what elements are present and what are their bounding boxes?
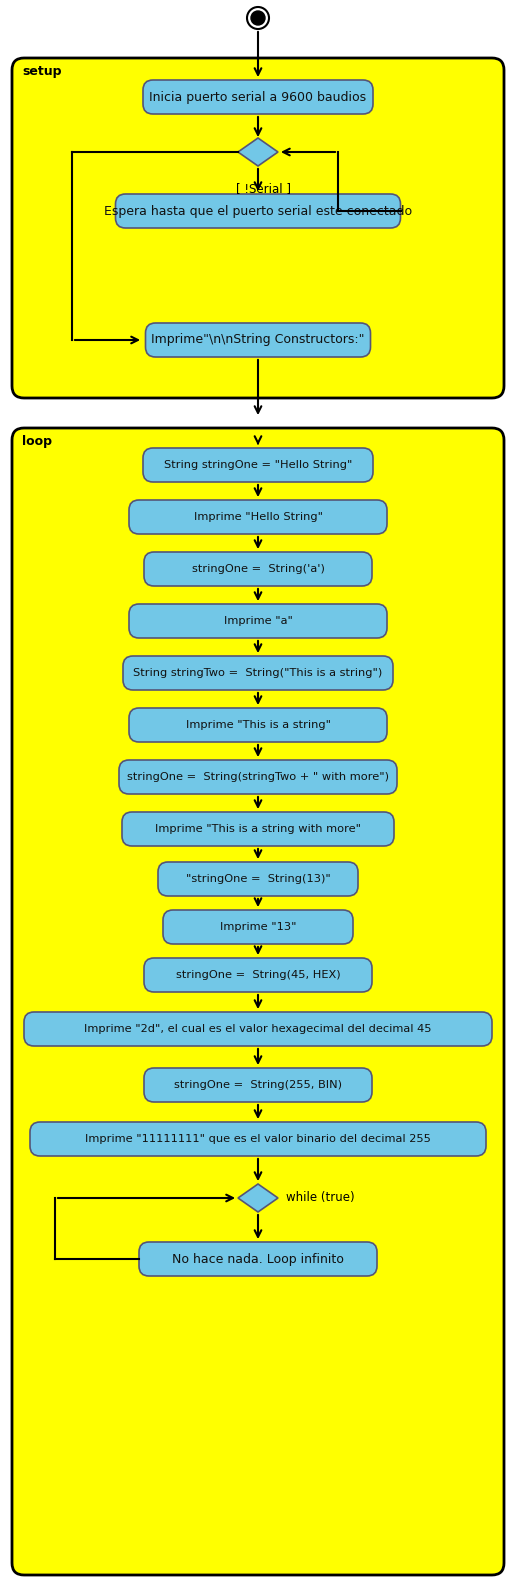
FancyBboxPatch shape: [129, 605, 387, 638]
Circle shape: [251, 11, 265, 25]
FancyBboxPatch shape: [116, 194, 400, 229]
FancyBboxPatch shape: [143, 79, 373, 114]
FancyBboxPatch shape: [158, 862, 358, 897]
Text: String stringOne = "Hello String": String stringOne = "Hello String": [164, 460, 352, 470]
Text: "stringOne =  String(13)": "stringOne = String(13)": [186, 874, 330, 884]
FancyBboxPatch shape: [24, 1013, 492, 1046]
FancyBboxPatch shape: [12, 428, 504, 1574]
FancyBboxPatch shape: [144, 1068, 372, 1101]
FancyBboxPatch shape: [144, 959, 372, 992]
FancyBboxPatch shape: [146, 324, 370, 357]
Text: Imprime "This is a string with more": Imprime "This is a string with more": [155, 824, 361, 835]
Text: setup: setup: [22, 65, 61, 78]
Text: Imprime "a": Imprime "a": [223, 616, 293, 625]
Text: stringOne =  String(45, HEX): stringOne = String(45, HEX): [175, 970, 341, 981]
Text: loop: loop: [22, 435, 52, 449]
FancyBboxPatch shape: [163, 909, 353, 944]
Text: String stringTwo =  String("This is a string"): String stringTwo = String("This is a str…: [133, 668, 383, 678]
FancyBboxPatch shape: [30, 1122, 486, 1155]
FancyBboxPatch shape: [119, 760, 397, 794]
Text: Imprime "This is a string": Imprime "This is a string": [185, 720, 331, 730]
Text: No hace nada. Loop infinito: No hace nada. Loop infinito: [172, 1252, 344, 1265]
Text: Imprime "11111111" que es el valor binario del decimal 255: Imprime "11111111" que es el valor binar…: [85, 1135, 431, 1144]
FancyBboxPatch shape: [144, 552, 372, 586]
FancyBboxPatch shape: [139, 1243, 377, 1276]
Text: Imprime "13": Imprime "13": [220, 922, 296, 932]
Text: while (true): while (true): [286, 1192, 354, 1205]
Text: [ !Serial ]: [ !Serial ]: [236, 183, 292, 195]
Text: stringOne =  String(255, BIN): stringOne = String(255, BIN): [174, 1081, 342, 1090]
FancyBboxPatch shape: [129, 500, 387, 533]
Text: Imprime "2d", el cual es el valor hexagecimal del decimal 45: Imprime "2d", el cual es el valor hexage…: [84, 1024, 432, 1035]
Text: Espera hasta que el puerto serial este conectado: Espera hasta que el puerto serial este c…: [104, 205, 412, 217]
Text: stringOne =  String(stringTwo + " with more"): stringOne = String(stringTwo + " with mo…: [127, 771, 389, 782]
Text: stringOne =  String('a'): stringOne = String('a'): [191, 563, 325, 574]
Polygon shape: [238, 138, 278, 167]
FancyBboxPatch shape: [12, 59, 504, 398]
Text: Inicia puerto serial a 9600 baudios: Inicia puerto serial a 9600 baudios: [150, 90, 366, 103]
FancyBboxPatch shape: [123, 655, 393, 690]
FancyBboxPatch shape: [129, 708, 387, 743]
FancyBboxPatch shape: [122, 813, 394, 846]
Polygon shape: [238, 1184, 278, 1212]
Text: Imprime"\n\nString Constructors:": Imprime"\n\nString Constructors:": [151, 333, 365, 346]
Text: Imprime "Hello String": Imprime "Hello String": [194, 513, 322, 522]
FancyBboxPatch shape: [143, 448, 373, 482]
